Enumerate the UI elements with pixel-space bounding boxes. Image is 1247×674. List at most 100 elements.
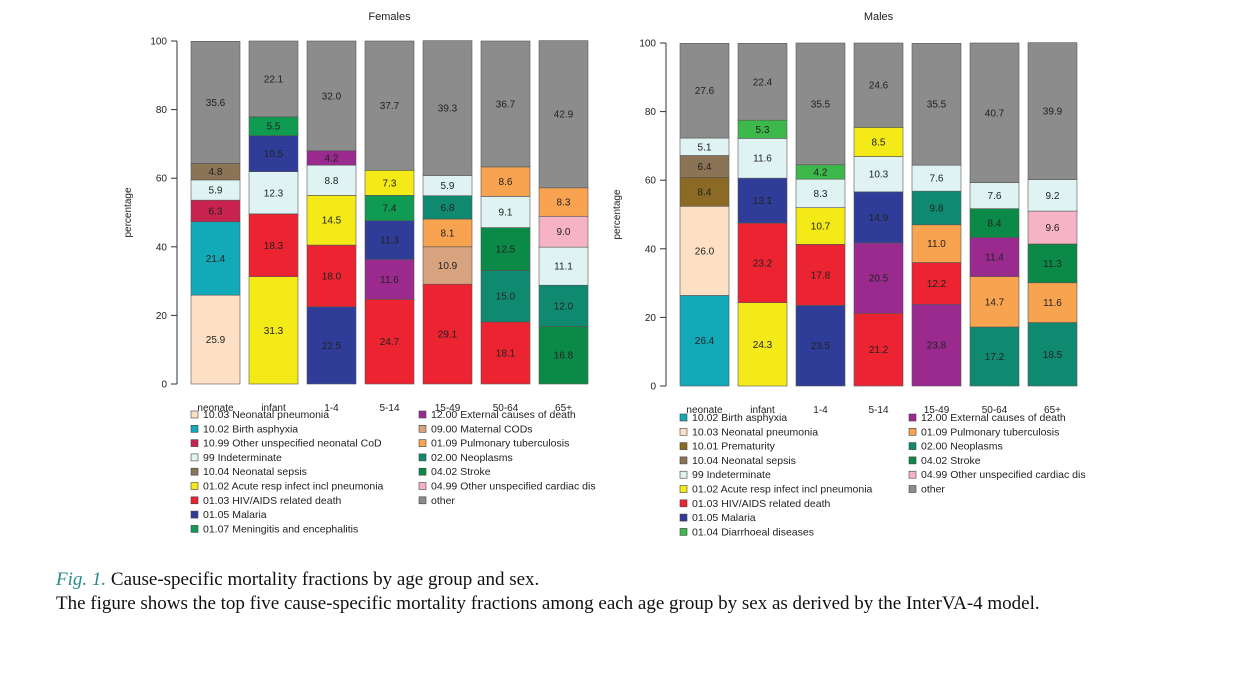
females-bar-50-64-01-09-pulmonary-tuberculosis (480, 166, 531, 197)
females-bar-65-99-indeterminate (538, 246, 589, 286)
males-bar-50-64-12-00-external-causes-of-death (969, 237, 1020, 277)
females-bar-label-5-14-other: 37.7 (380, 101, 400, 112)
males-bar-neonate-other (679, 43, 730, 139)
males-bar-1-4-01-05-malaria (795, 305, 846, 387)
males-legend-swatch-other (908, 485, 917, 493)
males-bar-label-5-14-99-indeterminate: 10.3 (869, 170, 889, 181)
females-bar-infant-01-03-hiv-aids-related-death (248, 213, 299, 277)
figure-caption: Fig. 1. Cause-specific mortality fractio… (56, 568, 1226, 616)
males-legend-swatch-12-00-external-causes-of-death (908, 413, 917, 422)
females-y-tick-label-100: 100 (150, 37, 167, 48)
males-bar-label-neonate-10-04-neonatal-sepsis: 6.4 (698, 162, 712, 173)
females-legend-entry-10-99-other-unspecified-neonatal-cod: 10.99 Other unspecified neonatal CoD (203, 438, 382, 450)
males-bar-neonate-10-02-birth-asphyxia (679, 295, 730, 387)
males-bar-15-49-01-09-pulmonary-tuberculosis (911, 224, 962, 263)
females-bar-label-15-49-99-indeterminate: 5.9 (441, 181, 455, 192)
males-x-tick-label-50-64: 50-64 (982, 405, 1008, 416)
males-bar-65-04-99-other-unspecified-cardiac-dis (1027, 210, 1078, 245)
females-bar-label-infant-01-07-meningitis-and-encephalitis: 5.5 (267, 122, 281, 133)
males-bar-label-15-49-01-09-pulmonary-tuberculosis: 11.0 (927, 239, 946, 250)
figure: Females 0 20 40 60 80 100 percentage 25.9 21.4 6.3… (123, 11, 1086, 538)
males-legend-swatch-04-99-other-unspecified-cardiac-dis (908, 470, 917, 479)
females-legend-swatch-01-02-acute-resp-infect-incl-pneumonia (190, 482, 199, 490)
males-bar-label-5-14-other: 24.6 (869, 81, 889, 92)
males-bar-label-1-4-01-03-hiv-aids-related-death: 17.8 (811, 270, 831, 281)
males-bar-label-50-64-01-09-pulmonary-tuberculosis: 14.7 (985, 297, 1005, 308)
females-bar-65-02-00-neoplasms (538, 284, 589, 327)
females-bar-label-infant-01-02-acute-resp-infect-incl-pneumonia: 31.3 (264, 326, 284, 337)
males-bar-label-5-14-01-02-acute-resp-infect-incl-pneumonia: 8.5 (872, 137, 886, 148)
males-bar-label-neonate-10-03-neonatal-pneumonia: 26.0 (695, 246, 715, 257)
males-bar-label-neonate-10-01-prematurity: 8.4 (698, 187, 712, 198)
females-bar-label-neonate-10-04-neonatal-sepsis: 4.8 (209, 167, 223, 178)
females-bar-15-49-01-03-hiv-aids-related-death (422, 283, 473, 385)
males-y-tick-label-80: 80 (645, 107, 657, 118)
females-legend-entry-99-indeterminate: 99 Indeterminate (203, 452, 282, 464)
females-legend-entry-02-00-neoplasms: 02.00 Neoplasms (431, 452, 513, 464)
caption-title: Cause-specific mortality fractions by ag… (110, 569, 540, 590)
males-bar-5-14-12-00-external-causes-of-death (853, 242, 904, 314)
males-legend-entry-01-04-diarrhoeal-diseases: 01.04 Diarrhoeal diseases (692, 526, 814, 538)
females-y-tick-label-0: 0 (161, 380, 167, 391)
males-legend-swatch-01-05-malaria (679, 513, 688, 522)
females-x-tick-label-5-14: 5-14 (379, 403, 399, 414)
females-legend-swatch-09-00-maternal-cods (418, 424, 427, 433)
females-bar-label-1-4-12-00-external-causes-of-death: 4.2 (325, 153, 339, 164)
males-bar-infant-01-05-malaria (737, 177, 788, 224)
males-bar-label-infant-01-03-hiv-aids-related-death: 23.2 (753, 258, 773, 269)
females-x-tick-label-1-4: 1-4 (324, 403, 339, 414)
males-bar-label-50-64-99-indeterminate: 7.6 (988, 191, 1002, 202)
females-bar-label-5-14-01-07-meningitis-and-encephalitis: 7.4 (383, 204, 397, 215)
males-legend-entry-01-03-hiv-aids-related-death: 01.03 HIV/AIDS related death (692, 498, 830, 510)
males-bar-neonate-10-01-prematurity (679, 177, 730, 207)
females-y-axis-label: percentage (123, 187, 134, 237)
males-bar-label-65-01-09-pulmonary-tuberculosis: 11.6 (1043, 298, 1062, 309)
females-bar-infant-01-05-malaria (248, 135, 299, 172)
males-y-tick-label-20: 20 (645, 313, 657, 324)
females-bar-65-04-02-stroke (538, 326, 589, 385)
females-legend-entry-09-00-maternal-cods: 09.00 Maternal CODs (431, 423, 533, 435)
males-legend-entry-10-01-prematurity: 10.01 Prematurity (692, 441, 776, 453)
males-legend-swatch-10-04-neonatal-sepsis (679, 456, 688, 465)
females-bar-label-50-64-01-09-pulmonary-tuberculosis: 8.6 (499, 177, 513, 188)
females-bar-label-65-04-99-other-unspecified-cardiac-dis: 9.0 (557, 227, 571, 238)
males-y-axis-label: percentage (612, 189, 623, 239)
males-legend-swatch-10-01-prematurity (679, 442, 688, 450)
females-bar-5-14-01-07-meningitis-and-encephalitis (364, 195, 415, 222)
males-bar-label-5-14-12-00-external-causes-of-death: 20.5 (869, 274, 889, 285)
females-x-tick-label-neonate: neonate (197, 403, 234, 414)
males-legend-entry-01-05-malaria: 01.05 Malaria (692, 512, 756, 524)
females-legend-entry-01-02-acute-resp-infect-incl-pneumonia: 01.02 Acute resp infect incl pneumonia (203, 481, 384, 493)
males-bar-1-4-99-indeterminate (795, 178, 846, 208)
males-bar-label-50-64-12-00-external-causes-of-death: 11.4 (985, 253, 1004, 264)
males-bar-label-infant-99-indeterminate: 11.6 (753, 154, 772, 165)
females-legend-entry-01-09-pulmonary-tuberculosis: 01.09 Pulmonary tuberculosis (431, 438, 569, 450)
females-bar-label-15-49-01-03-hiv-aids-related-death: 29.1 (438, 330, 458, 341)
males-bar-50-64-other (969, 42, 1020, 183)
females-bar-label-50-64-other: 36.7 (496, 99, 516, 110)
females-y-tick-label-40: 40 (156, 242, 168, 253)
females-legend-entry-10-03-neonatal-pneumonia: 10.03 Neonatal pneumonia (203, 409, 329, 421)
females-bar-label-65-99-indeterminate: 11.1 (554, 262, 573, 273)
females-bar-label-15-49-other: 39.3 (438, 104, 458, 115)
males-legend-swatch-10-02-birth-asphyxia (679, 413, 688, 422)
males-bar-label-65-other: 39.9 (1043, 107, 1063, 118)
females-bar-65-04-99-other-unspecified-cardiac-dis (538, 215, 589, 248)
females-legend-swatch-02-00-neoplasms (418, 453, 427, 462)
females-legend-swatch-other (418, 496, 427, 505)
females-legend-entry-10-04-neonatal-sepsis: 10.04 Neonatal sepsis (203, 466, 307, 478)
females-bar-label-50-64-04-02-stroke: 12.5 (496, 245, 516, 256)
males-legend-swatch-10-03-neonatal-pneumonia (679, 427, 688, 436)
females-bar-label-1-4-other: 32.0 (322, 91, 342, 102)
males-bar-infant-99-indeterminate (737, 138, 788, 179)
females-bar-50-64-02-00-neoplasms (480, 270, 531, 323)
females-bar-50-64-04-02-stroke (480, 227, 531, 271)
females-legend-swatch-10-02-birth-asphyxia (190, 424, 199, 433)
females-legend-entry-01-05-malaria: 01.05 Malaria (203, 509, 267, 521)
males-bar-label-50-64-02-00-neoplasms: 17.2 (985, 352, 1005, 363)
males-legend-swatch-99-indeterminate (679, 470, 688, 479)
females-bar-label-1-4-01-02-acute-resp-infect-incl-pneumonia: 14.5 (322, 216, 342, 227)
males-bar-label-neonate-99-indeterminate: 5.1 (698, 142, 712, 153)
males-bar-label-15-49-99-indeterminate: 7.6 (930, 174, 944, 185)
females-bar-50-64-01-03-hiv-aids-related-death (480, 321, 531, 385)
